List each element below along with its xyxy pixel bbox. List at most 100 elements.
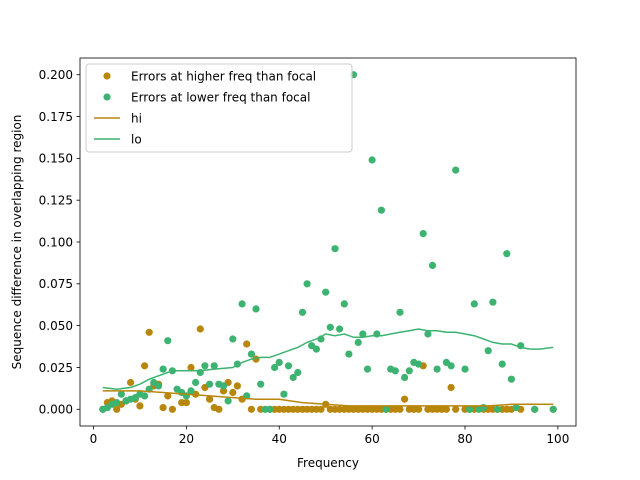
data-point: [243, 340, 251, 348]
data-point: [257, 380, 265, 388]
y-tick-label: 0.150: [39, 152, 73, 166]
legend: Errors at higher freq than focal Errors a…: [85, 63, 353, 153]
data-point: [331, 245, 339, 253]
data-point: [382, 405, 390, 413]
data-point: [206, 380, 214, 388]
data-point: [470, 300, 478, 308]
y-tick-label: 0.075: [39, 277, 73, 291]
y-tick-label: 0.100: [39, 235, 73, 249]
data-point: [141, 362, 149, 370]
data-point: [493, 405, 502, 413]
data-point: [196, 325, 204, 333]
data-point: [187, 363, 195, 372]
trend-line: [102, 390, 554, 407]
data-point: [187, 387, 195, 395]
data-point: [452, 166, 460, 174]
data-point: [219, 382, 228, 390]
data-point: [447, 362, 455, 370]
data-point: [377, 206, 385, 214]
y-axis-label: Sequence difference in overlapping regio…: [10, 115, 24, 370]
data-point: [141, 392, 149, 400]
data-point: [512, 404, 520, 412]
data-point: [117, 390, 125, 398]
data-point: [401, 373, 409, 382]
data-point: [359, 330, 367, 338]
series-points-1: [99, 71, 557, 413]
data-point: [219, 387, 228, 395]
data-point: [336, 325, 344, 333]
data-point: [312, 345, 320, 353]
data-point: [113, 399, 121, 407]
data-point: [164, 392, 172, 400]
data-point: [206, 395, 214, 403]
data-point: [442, 405, 450, 413]
data-point: [498, 360, 506, 368]
data-point: [452, 405, 460, 413]
data-point: [391, 367, 399, 375]
data-point: [275, 358, 283, 366]
data-point: [433, 365, 441, 373]
data-point: [480, 404, 488, 412]
data-point: [373, 330, 381, 338]
x-tick-label: 100: [546, 432, 569, 446]
data-point: [113, 405, 121, 413]
data-point: [154, 382, 163, 390]
legend-entry-label: Errors at lower freq than focal: [131, 90, 310, 104]
data-point: [168, 405, 176, 413]
data-point: [159, 404, 167, 412]
data-point: [224, 397, 232, 405]
axes-border: [79, 57, 577, 427]
data-point: [405, 367, 413, 375]
data-point: [266, 405, 274, 413]
data-point: [298, 308, 307, 316]
data-point: [252, 305, 260, 313]
data-point: [345, 350, 353, 358]
legend-entry-label: hi: [131, 111, 142, 125]
data-point: [317, 405, 325, 413]
legend-marker: [103, 72, 111, 80]
data-point: [294, 368, 302, 377]
data-point: [322, 288, 330, 296]
data-point: [507, 375, 515, 383]
data-point: [159, 365, 167, 373]
data-point: [503, 250, 511, 258]
legend-marker: [103, 93, 111, 101]
data-point: [415, 405, 423, 413]
data-point: [238, 300, 246, 308]
data-point: [447, 383, 455, 392]
data-point: [354, 338, 362, 346]
data-point: [247, 350, 255, 358]
data-point: [215, 405, 223, 413]
data-point: [210, 362, 218, 370]
legend-entry-label: Errors at higher freq than focal: [131, 69, 316, 83]
data-point: [164, 337, 172, 345]
data-point: [531, 405, 539, 413]
legend-box: [85, 63, 353, 153]
data-point: [280, 390, 288, 398]
data-point: [289, 373, 297, 382]
data-point: [396, 308, 404, 316]
data-point: [229, 388, 237, 397]
data-point: [271, 363, 279, 372]
x-tick-label: 0: [90, 432, 98, 446]
data-point: [396, 405, 404, 413]
data-point: [229, 335, 237, 343]
data-point: [424, 330, 432, 338]
x-tick-label: 60: [364, 432, 379, 446]
data-point: [182, 399, 190, 407]
data-point: [466, 405, 474, 413]
data-point: [461, 365, 469, 373]
data-point: [368, 156, 376, 164]
y-axis-ticks: 0.000 0.025 0.050 0.075 0.100 0.125 0.150 0.175…: [39, 68, 80, 417]
data-point: [549, 405, 557, 413]
series-layer: [99, 71, 557, 413]
y-tick-label: 0.000: [39, 403, 73, 417]
data-point: [145, 328, 153, 336]
data-point: [136, 402, 144, 410]
data-point: [415, 360, 423, 368]
data-point: [419, 230, 427, 238]
y-tick-label: 0.050: [39, 319, 73, 333]
y-tick-label: 0.025: [39, 361, 73, 375]
x-tick-label: 20: [179, 432, 194, 446]
